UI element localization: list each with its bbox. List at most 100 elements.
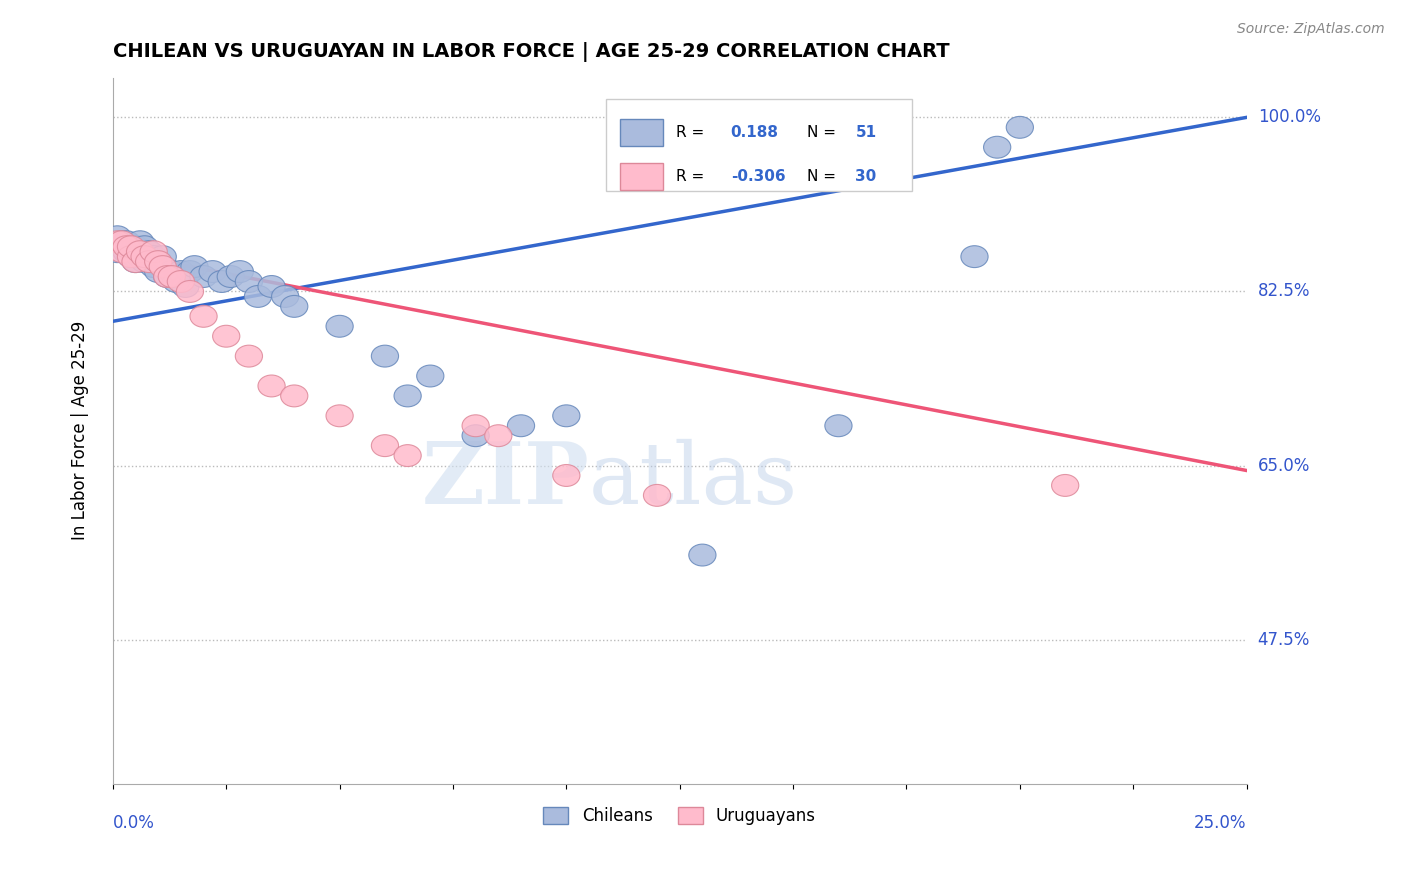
Ellipse shape (117, 235, 145, 258)
Ellipse shape (394, 444, 422, 467)
Text: Source: ZipAtlas.com: Source: ZipAtlas.com (1237, 22, 1385, 37)
Ellipse shape (127, 245, 153, 268)
Ellipse shape (281, 385, 308, 407)
Ellipse shape (416, 365, 444, 387)
Ellipse shape (217, 266, 245, 287)
Text: 47.5%: 47.5% (1258, 631, 1310, 648)
Ellipse shape (141, 245, 167, 268)
Ellipse shape (463, 425, 489, 447)
Ellipse shape (112, 231, 141, 252)
Text: R =: R = (676, 125, 710, 140)
Ellipse shape (153, 266, 181, 287)
Ellipse shape (135, 241, 163, 262)
Ellipse shape (117, 245, 145, 268)
Text: N =: N = (807, 125, 841, 140)
Ellipse shape (112, 235, 141, 258)
Ellipse shape (104, 241, 131, 262)
Ellipse shape (131, 235, 159, 258)
Text: 65.0%: 65.0% (1258, 457, 1310, 475)
Ellipse shape (825, 415, 852, 437)
Ellipse shape (131, 245, 159, 268)
Ellipse shape (104, 226, 131, 248)
Ellipse shape (257, 375, 285, 397)
Ellipse shape (689, 544, 716, 566)
Text: 100.0%: 100.0% (1258, 109, 1320, 127)
Bar (620, 163, 662, 190)
Ellipse shape (984, 136, 1011, 158)
Ellipse shape (122, 251, 149, 273)
Text: N =: N = (807, 169, 841, 184)
Text: 0.0%: 0.0% (112, 814, 155, 832)
Text: 82.5%: 82.5% (1258, 283, 1310, 301)
Ellipse shape (127, 241, 153, 262)
Ellipse shape (108, 241, 135, 262)
Ellipse shape (159, 260, 186, 283)
Ellipse shape (145, 251, 172, 273)
Legend: Chileans, Uruguayans: Chileans, Uruguayans (537, 800, 823, 832)
Ellipse shape (371, 434, 398, 457)
Ellipse shape (508, 415, 534, 437)
Text: 25.0%: 25.0% (1194, 814, 1247, 832)
Ellipse shape (176, 260, 204, 283)
Ellipse shape (1052, 475, 1078, 496)
Ellipse shape (235, 345, 263, 367)
Ellipse shape (135, 251, 163, 273)
Ellipse shape (245, 285, 271, 308)
Ellipse shape (190, 305, 217, 327)
Ellipse shape (181, 256, 208, 277)
Ellipse shape (167, 270, 194, 293)
Ellipse shape (463, 415, 489, 437)
Ellipse shape (190, 266, 217, 287)
Text: ZIP: ZIP (422, 438, 589, 522)
Text: atlas: atlas (589, 439, 799, 522)
Ellipse shape (112, 241, 141, 262)
Ellipse shape (1007, 116, 1033, 138)
Text: CHILEAN VS URUGUAYAN IN LABOR FORCE | AGE 25-29 CORRELATION CHART: CHILEAN VS URUGUAYAN IN LABOR FORCE | AG… (112, 42, 949, 62)
Ellipse shape (108, 235, 135, 258)
Ellipse shape (117, 235, 145, 258)
Ellipse shape (394, 385, 422, 407)
Ellipse shape (553, 405, 579, 426)
Ellipse shape (257, 276, 285, 297)
Ellipse shape (149, 245, 176, 268)
Ellipse shape (141, 241, 167, 262)
Ellipse shape (235, 270, 263, 293)
Ellipse shape (135, 251, 163, 273)
Ellipse shape (644, 484, 671, 507)
Text: 51: 51 (855, 125, 876, 140)
Text: R =: R = (676, 169, 710, 184)
Ellipse shape (212, 326, 240, 347)
Ellipse shape (172, 276, 200, 297)
Ellipse shape (326, 316, 353, 337)
Ellipse shape (131, 251, 159, 273)
Ellipse shape (163, 270, 190, 293)
Ellipse shape (960, 245, 988, 268)
Ellipse shape (149, 256, 176, 277)
Ellipse shape (104, 231, 131, 252)
Ellipse shape (271, 285, 299, 308)
Ellipse shape (117, 245, 145, 268)
Ellipse shape (226, 260, 253, 283)
Ellipse shape (108, 231, 135, 252)
Ellipse shape (141, 256, 167, 277)
Ellipse shape (145, 251, 172, 273)
Ellipse shape (485, 425, 512, 447)
Ellipse shape (371, 345, 398, 367)
Ellipse shape (145, 260, 172, 283)
Ellipse shape (200, 260, 226, 283)
Ellipse shape (122, 235, 149, 258)
Ellipse shape (159, 266, 186, 287)
Text: 0.188: 0.188 (731, 125, 779, 140)
Text: 30: 30 (855, 169, 877, 184)
Ellipse shape (167, 260, 194, 283)
Ellipse shape (108, 231, 135, 252)
Ellipse shape (326, 405, 353, 426)
Ellipse shape (281, 295, 308, 318)
Ellipse shape (208, 270, 235, 293)
Ellipse shape (122, 245, 149, 268)
Ellipse shape (176, 280, 204, 302)
Ellipse shape (127, 231, 153, 252)
Ellipse shape (153, 266, 181, 287)
Text: -0.306: -0.306 (731, 169, 786, 184)
Bar (620, 120, 662, 146)
